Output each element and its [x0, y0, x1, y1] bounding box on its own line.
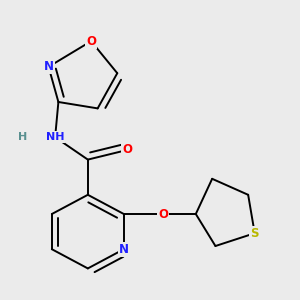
Text: O: O	[158, 208, 168, 220]
Text: O: O	[86, 35, 96, 48]
Text: N: N	[119, 243, 129, 256]
Text: O: O	[122, 143, 132, 157]
Text: H: H	[18, 132, 27, 142]
Text: N: N	[44, 60, 54, 73]
Text: S: S	[250, 227, 259, 240]
Text: NH: NH	[46, 132, 64, 142]
